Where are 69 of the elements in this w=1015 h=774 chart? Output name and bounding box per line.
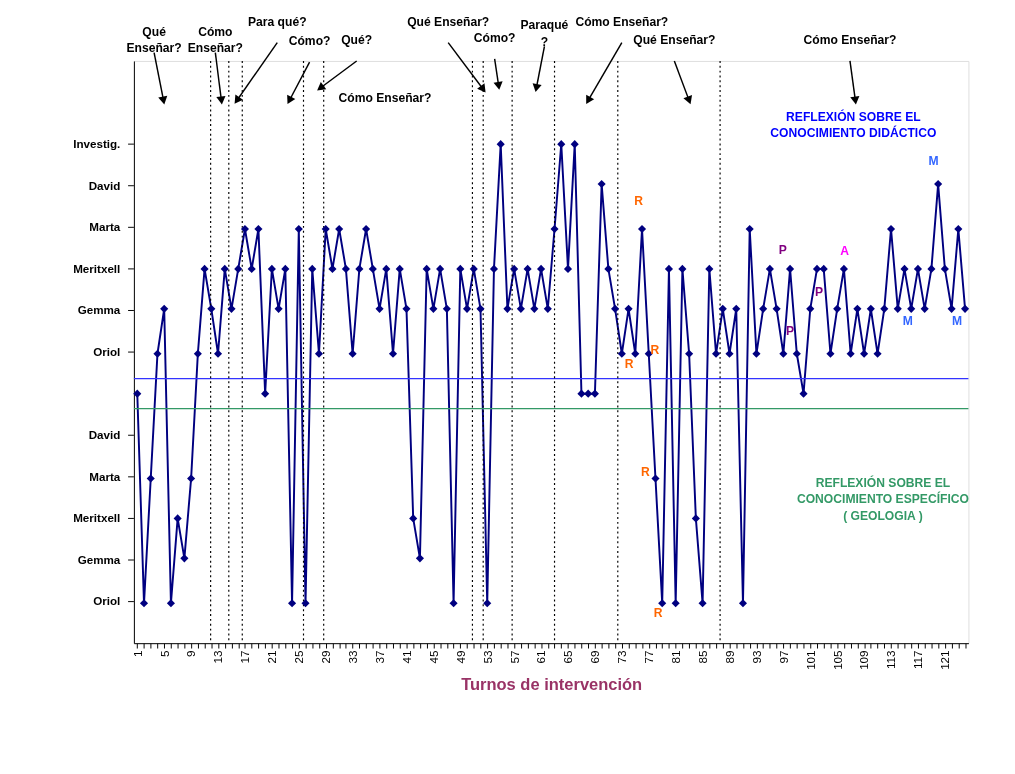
text: Oriol [93,344,121,358]
text: Cómo Enseñar? [803,33,897,48]
text: Meritxell [73,261,121,275]
x-tick-label: 17 [238,650,252,664]
x-tick-label: 25 [292,650,306,664]
x-tick-label: 37 [372,650,386,664]
annotation: Qué Enseñar? [407,14,490,29]
annotation: P [778,243,787,258]
x-tick-label: 97 [776,650,790,664]
annotation: P [786,324,795,339]
text: Cómo? [288,34,331,49]
annotation: M [951,313,963,328]
annotation: R [650,343,660,358]
annotation: R [634,193,644,208]
x-tick-label: 65 [561,650,575,664]
x-tick-label: 13 [211,650,225,664]
x-tick-label: 85 [695,650,709,664]
text: Cómo Enseñar? [338,91,432,106]
text: REFLEXIÓN SOBRE EL CONOCIMIENTO DIDÁCTICO [770,108,937,141]
text: Investig. [73,137,121,151]
x-tick-label: 109 [857,650,871,670]
text: Paraqué ? [520,18,569,49]
text: Qué? [341,33,373,48]
annotation: P [814,284,824,299]
x-tick-label: 101 [803,650,817,670]
x-tick-label: 57 [507,650,521,664]
annotation: M [928,154,939,169]
x-tick-label: 89 [722,650,736,664]
x-tick-label: 5 [157,650,171,657]
x-tick-label: 9 [184,650,198,657]
x-tick-label: 105 [830,650,844,670]
text: Meritxell [73,511,121,525]
text: Cómo Enseñar? [575,14,669,29]
x-tick-label: 77 [642,650,656,664]
text: Marta [89,469,121,483]
x-tick-label: 73 [615,650,629,664]
annotation: M [902,313,913,328]
text: Marta [89,220,121,234]
x-axis-title: Turnos de intervención [461,675,643,694]
text: Qué Enseñar? [126,24,182,56]
text: Oriol [93,594,121,608]
annotation: A [840,243,850,258]
text: Para qué? [247,14,307,29]
x-tick-label: 61 [534,650,548,664]
annotation: R [641,464,651,479]
x-tick-label: 49 [453,650,467,664]
x-tick-label: 1 [130,650,144,657]
text: David [88,178,121,192]
x-tick-label: 45 [426,650,440,664]
x-tick-label: 21 [265,650,279,664]
text: Gemma [77,552,121,566]
x-tick-label: 117 [911,650,925,670]
x-tick-label: 29 [319,650,333,664]
x-tick-label: 33 [346,650,359,664]
x-tick-label: 69 [588,650,602,664]
text: Gemma [77,303,121,317]
x-tick-label: 121 [938,650,952,670]
x-tick-label: 113 [884,650,898,670]
x-tick-label: 41 [399,650,413,664]
annotation: R [624,356,634,371]
text: Cómo? [473,30,516,45]
x-tick-label: 93 [749,650,763,664]
annotation: REFLEXIÓN SOBRE EL CONOCIMIENTO ESPECÍFICO ( GEOLOGIA ) [796,474,969,523]
x-tick-label: 81 [669,650,683,664]
text: Qué Enseñar? [633,33,716,48]
annotation: R [653,605,663,620]
text: Cómo Enseñar? [187,24,243,56]
x-tick-label: 53 [480,650,494,664]
text: David [88,428,121,442]
